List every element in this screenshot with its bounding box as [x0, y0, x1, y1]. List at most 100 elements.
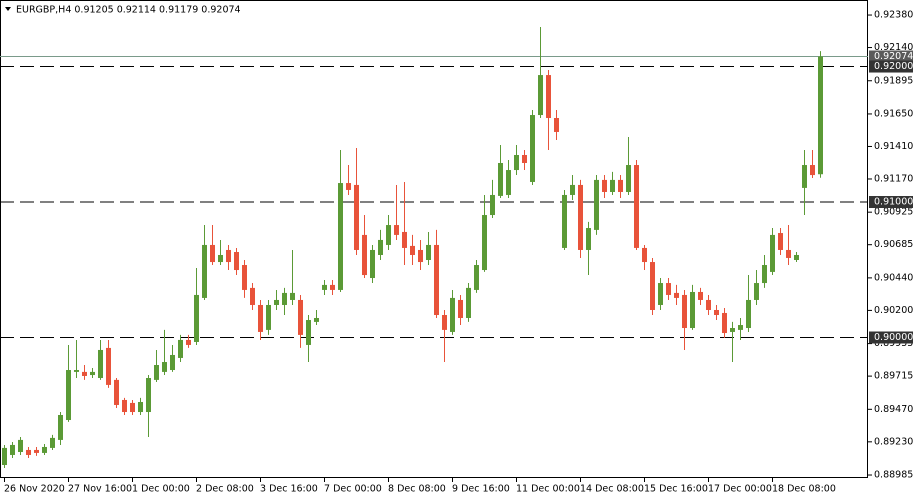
- candle-body: [482, 215, 487, 271]
- candle-body: [194, 294, 199, 342]
- candle-body: [442, 315, 447, 330]
- x-tick-label: 8 Dec 08:00: [388, 484, 446, 495]
- candle-body: [690, 291, 695, 329]
- level-label-box: [869, 196, 913, 209]
- candle-body: [434, 244, 439, 316]
- candle-body: [506, 170, 511, 195]
- candle-body: [58, 414, 63, 440]
- x-tick-label: 9 Dec 16:00: [452, 484, 510, 495]
- candle-body: [66, 370, 71, 421]
- candle-body: [98, 349, 103, 379]
- candle-body: [26, 449, 31, 455]
- candle-body: [402, 231, 407, 248]
- candle-body: [738, 325, 743, 330]
- candle-body: [674, 292, 679, 298]
- candle-body: [514, 154, 519, 171]
- y-tick-label: 0.90440: [874, 272, 913, 283]
- candle-body: [386, 225, 391, 245]
- y-tick-label: 0.90925: [874, 207, 913, 218]
- candle-body: [274, 299, 279, 305]
- candle-body: [706, 299, 711, 310]
- candle-body: [346, 183, 351, 190]
- y-tick-label: 0.90685: [874, 239, 913, 250]
- candle-body: [546, 75, 551, 119]
- candle-body: [618, 179, 623, 192]
- candle-body: [458, 299, 463, 318]
- candle-body: [786, 249, 791, 258]
- candle-body: [330, 284, 335, 290]
- level-label-box: [869, 331, 913, 344]
- candle-body: [650, 262, 655, 310]
- candle-body: [370, 249, 375, 279]
- x-tick-label: 2 Dec 08:00: [196, 484, 254, 495]
- candle-body: [610, 179, 615, 192]
- candle-body: [730, 328, 735, 332]
- candle-body: [426, 244, 431, 261]
- candle-body: [594, 179, 599, 230]
- candle-body: [522, 154, 527, 163]
- candle-body: [50, 437, 55, 448]
- level-label-box: [869, 60, 913, 73]
- x-tick-label: 27 Nov 16:00: [68, 484, 132, 495]
- candle-body: [602, 179, 607, 192]
- candle-body: [250, 287, 255, 305]
- y-tick-label: 0.89470: [874, 404, 913, 415]
- candle-body: [90, 371, 95, 376]
- candle-body: [114, 379, 119, 405]
- candle-body: [282, 292, 287, 305]
- candle-body: [794, 254, 799, 261]
- candle-body: [626, 165, 631, 192]
- candle-body: [586, 228, 591, 250]
- candle-body: [18, 439, 23, 452]
- candle-body: [218, 254, 223, 263]
- candle-body: [154, 365, 159, 380]
- candle-body: [754, 283, 759, 300]
- candle-body: [362, 234, 367, 276]
- chart-title: EURGBP,H4 0.91205 0.92114 0.91179 0.9207…: [16, 5, 241, 16]
- y-tick-label: 0.89230: [874, 436, 913, 447]
- candle-body: [258, 304, 263, 332]
- candle-body: [762, 265, 767, 284]
- candle-body: [578, 184, 583, 250]
- candle-body: [698, 291, 703, 300]
- y-tick-label: 0.90200: [874, 305, 913, 316]
- candle-body: [570, 184, 575, 195]
- y-tick-label: 0.91650: [874, 108, 913, 119]
- candle-body: [74, 370, 79, 372]
- current-price-label: 0.92074: [874, 51, 913, 62]
- candle-body: [802, 165, 807, 188]
- candle-body: [418, 249, 423, 263]
- candle-body: [266, 304, 271, 330]
- candle-body: [818, 56, 823, 175]
- candle-body: [146, 378, 151, 413]
- price-label-box: [869, 50, 913, 63]
- candle-body: [474, 265, 479, 290]
- candle-body: [10, 444, 15, 455]
- candle-body: [466, 287, 471, 318]
- candle-body: [394, 225, 399, 235]
- candle-body: [82, 371, 87, 376]
- candle-body: [778, 233, 783, 250]
- candle-body: [130, 402, 135, 413]
- x-tick-label: 18 Dec 08:00: [772, 484, 836, 495]
- candle-body: [210, 244, 215, 263]
- x-tick-label: 26 Nov 2020: [4, 484, 65, 495]
- candle-body: [354, 184, 359, 250]
- candle-body: [722, 312, 727, 334]
- candle-body: [562, 194, 567, 248]
- plot-frame: [0, 0, 868, 478]
- y-tick-label: 0.92140: [874, 42, 913, 53]
- level-label: 0.92000: [874, 61, 913, 72]
- candle-body: [666, 283, 671, 295]
- candle-body: [338, 183, 343, 290]
- x-tick-label: 17 Dec 00:00: [708, 484, 772, 495]
- candle-body: [450, 297, 455, 332]
- candle-body: [2, 447, 7, 465]
- candle-body: [290, 292, 295, 300]
- x-tick-label: 7 Dec 00:00: [324, 484, 382, 495]
- candle-body: [162, 362, 167, 372]
- candle-body: [202, 244, 207, 298]
- candle-body: [682, 294, 687, 329]
- candle-body: [770, 234, 775, 272]
